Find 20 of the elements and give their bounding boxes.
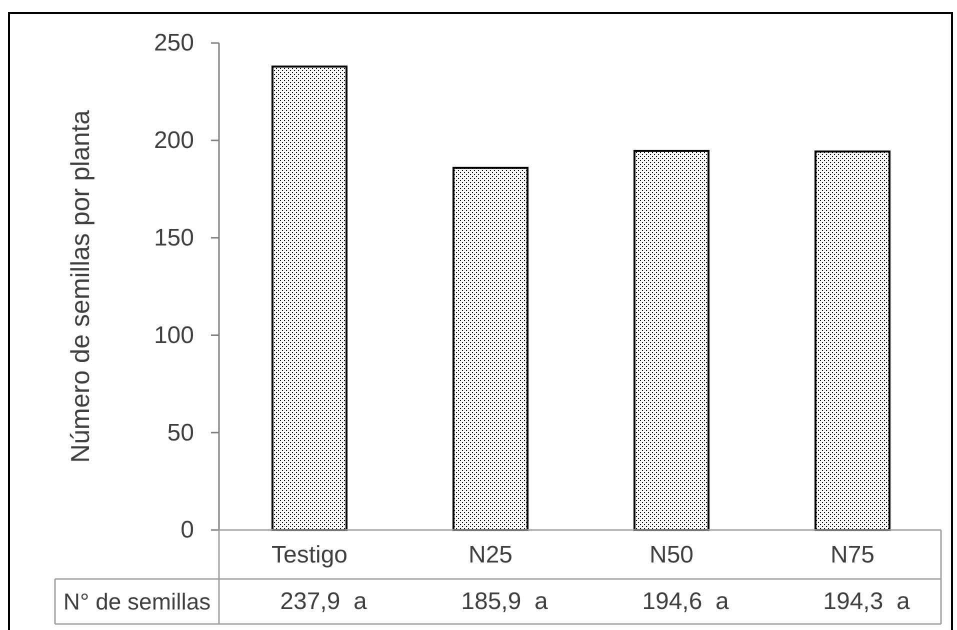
data-label: 237,9 a [280,588,368,615]
data-label: 194,3 a [823,588,911,615]
bar [271,66,348,531]
x-tick-label: Testigo [271,541,348,568]
data-label: 185,9 a [461,588,549,615]
x-tick-label: N50 [649,541,694,568]
bar [452,166,529,531]
y-tick-label: 200 [154,127,194,154]
bar [814,150,891,531]
y-tick-label: 100 [154,322,194,349]
text: N° de semillas [63,588,211,614]
y-axis-title: Número de semillas por planta [65,110,95,463]
x-tick-label: N75 [830,541,875,568]
y-tick-label: 150 [154,224,194,252]
y-tick-label: 250 [154,30,194,57]
x-tick-label: N25 [468,541,513,568]
bar [633,150,710,531]
y-tick-label: 0 [180,516,194,544]
y-tick-label: 50 [167,419,194,446]
data-label: 194,6 a [642,588,730,615]
